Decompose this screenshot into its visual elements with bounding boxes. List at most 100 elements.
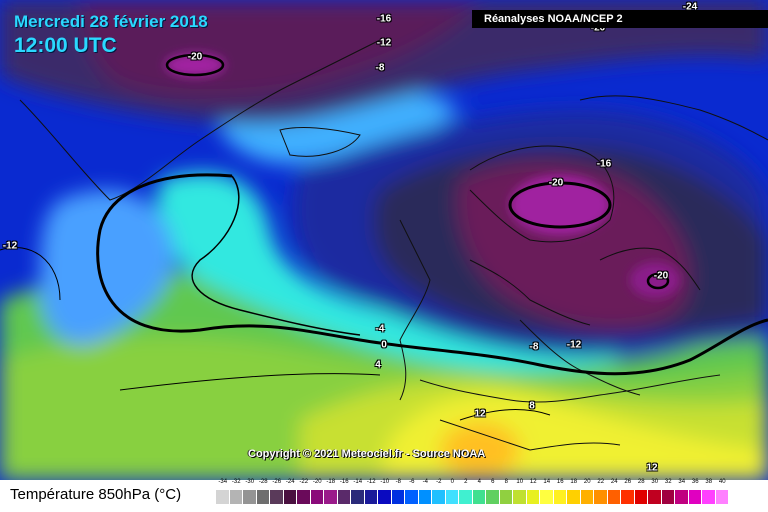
scale-swatch [472, 490, 486, 504]
scale-swatch [310, 490, 324, 504]
scale-swatch [594, 490, 608, 504]
scale-swatch [499, 490, 513, 504]
isotherm-minus20-core [508, 181, 612, 229]
scale-value-label: -4 [422, 479, 428, 485]
isotherm-label: -20 [653, 270, 669, 282]
legend-title: Température 850hPa (°C) [10, 486, 182, 503]
isotherm-label: 0 [381, 339, 387, 351]
scale-value-label: -22 [299, 479, 309, 485]
isotherm-label: -20 [548, 177, 564, 189]
scale-value-label: -12 [366, 479, 376, 485]
isotherm-minus4 [191, 175, 361, 336]
isotherm-label: -16 [596, 158, 612, 170]
isotherm-minus20-east [646, 272, 670, 290]
scale-value-label: 8 [504, 479, 508, 485]
isotherm-label: -12 [566, 339, 582, 351]
scale-swatch [283, 490, 297, 504]
scale-value-label: 18 [570, 479, 578, 485]
source-label: Réanalyses NOAA/NCEP 2 [472, 10, 768, 28]
scale-swatch [621, 490, 635, 504]
scale-value-label: 4 [477, 479, 481, 485]
scale-value-label: 6 [491, 479, 495, 485]
scale-value-label: 20 [583, 479, 591, 485]
scale-swatch [297, 490, 311, 504]
scale-swatch [391, 490, 405, 504]
scale-value-label: 40 [718, 479, 726, 485]
scale-value-label: 28 [637, 479, 645, 485]
scale-swatch [540, 490, 554, 504]
isotherm-zero [96, 173, 768, 376]
scale-swatch [378, 490, 392, 504]
scale-value-label: 14 [543, 479, 551, 485]
scale-swatch [270, 490, 284, 504]
isotherm-minus20-greenland [165, 53, 225, 77]
temperature-field [0, 0, 768, 480]
map-date: Mercredi 28 février 2018 [14, 12, 208, 31]
isotherm-label: -4 [375, 323, 385, 335]
scale-swatch [702, 490, 716, 504]
scale-value-label: -32 [231, 479, 241, 485]
scale-value-label: 12 [529, 479, 537, 485]
scale-value-label: -2 [436, 479, 442, 485]
scale-value-label: 10 [516, 479, 524, 485]
isotherm-plus8 [459, 409, 551, 421]
scale-swatch [216, 490, 230, 504]
scale-value-label: 0 [450, 479, 454, 485]
scale-swatch [715, 490, 729, 504]
scale-swatch [513, 490, 527, 504]
scale-value-label: -20 [312, 479, 322, 485]
scale-value-label: 24 [610, 479, 618, 485]
scale-value-label: -14 [353, 479, 363, 485]
scale-value-label: 26 [624, 479, 632, 485]
scale-swatch [351, 490, 365, 504]
scale-value-label: 34 [678, 479, 686, 485]
isotherm-label: 12 [646, 462, 658, 474]
scale-value-label: 22 [597, 479, 605, 485]
scale-swatch [229, 490, 243, 504]
isotherm-label: -8 [375, 62, 385, 74]
coastlines [19, 39, 768, 451]
isotherm-label: 8 [529, 400, 535, 412]
scale-value-label: -30 [245, 479, 255, 485]
scale-swatch [675, 490, 689, 504]
scale-swatch [256, 490, 270, 504]
scale-value-label: -26 [272, 479, 282, 485]
isotherm-label: 12 [474, 408, 486, 420]
color-scale [216, 490, 729, 504]
isotherm-label: -20 [187, 51, 203, 63]
scale-value-label: -28 [258, 479, 268, 485]
scale-swatch [607, 490, 621, 504]
scale-value-label: -6 [409, 479, 415, 485]
isotherm-label: -12 [376, 37, 392, 49]
scale-value-label: -18 [326, 479, 336, 485]
scale-swatch [567, 490, 581, 504]
map-time: 12:00 UTC [14, 34, 117, 57]
scale-swatch [324, 490, 338, 504]
color-scale-labels: -34 -32 -30 -28 -26 -24 -22 -20 -18 -16 -14 -12 -10-… [216, 479, 729, 489]
scale-swatch [459, 490, 473, 504]
scale-swatch [688, 490, 702, 504]
isotherm-label: -16 [376, 13, 392, 25]
scale-swatch [337, 490, 351, 504]
isotherm-label: 4 [375, 359, 381, 371]
scale-value-label: -34 [218, 479, 228, 485]
scale-swatch [526, 490, 540, 504]
scale-swatch [445, 490, 459, 504]
scale-swatch [648, 490, 662, 504]
copyright-notice: Copyright © 2021 Meteociel.fr - Source N… [248, 448, 486, 460]
scale-value-label: 36 [691, 479, 699, 485]
scale-swatch [661, 490, 675, 504]
isotherm-label: -12 [2, 240, 18, 252]
isotherm-thin-west [0, 246, 61, 301]
scale-value-label: -10 [380, 479, 390, 485]
isotherm-label: -20 [590, 22, 606, 34]
scale-swatch [405, 490, 419, 504]
scale-swatch [486, 490, 500, 504]
scale-value-label: 2 [464, 479, 468, 485]
scale-swatch [432, 490, 446, 504]
scale-swatch [553, 490, 567, 504]
scale-value-label: 38 [705, 479, 713, 485]
scale-swatch [364, 490, 378, 504]
scale-swatch [418, 490, 432, 504]
scale-value-label: 30 [651, 479, 659, 485]
